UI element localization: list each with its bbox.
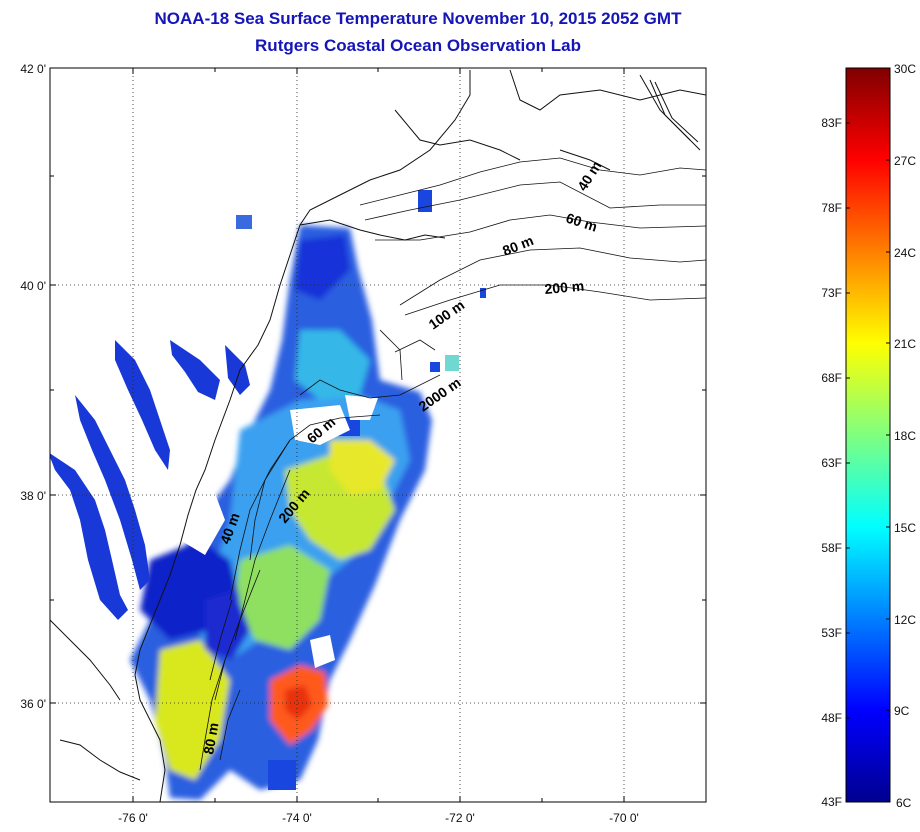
contour-label-80m: 80 m [500, 232, 536, 259]
colorbar-c-label-18: 18C [894, 429, 916, 443]
coastline [50, 69, 706, 802]
contour-label-80m-south: 80 m [200, 721, 221, 755]
lon-label-76: -76 0' [118, 811, 148, 825]
colorbar-f-label-58: 58F [821, 541, 842, 555]
colorbar-f-label-43: 43F [821, 795, 842, 809]
contour-label-60m-north: 60 m [564, 210, 599, 235]
colorbar-f-label-73: 73F [821, 286, 842, 300]
colorbar-gradient [845, 67, 891, 803]
lon-label-72: -72 0' [445, 811, 475, 825]
map-title: NOAA-18 Sea Surface Temperature November… [154, 9, 682, 28]
colorbar-f-label-48: 48F [821, 711, 842, 725]
colorbar-f-label-63: 63F [821, 456, 842, 470]
lon-label-70: -70 0' [609, 811, 639, 825]
colorbar-c-label-9: 9C [894, 704, 910, 718]
lat-label-40: 40 0' [20, 279, 46, 293]
axis-ticks [50, 67, 706, 802]
map-subtitle: Rutgers Coastal Ocean Observation Lab [255, 36, 581, 55]
map-area: 40 m 60 m 80 m 200 m 100 m 2000 m 60 m 2… [50, 68, 706, 802]
isobaths [199, 157, 706, 771]
colorbar-c-label-27: 27C [894, 154, 916, 168]
colorbar-c-label-6: 6C [896, 796, 912, 810]
colorbar-c-label-30: 30C [894, 62, 916, 76]
lat-label-42: 42 0' [20, 62, 46, 76]
colorbar-c-label-24: 24C [894, 246, 916, 260]
colorbar-f-label-83: 83F [821, 116, 842, 130]
colorbar: 83F 78F 73F 68F 63F 58F 53F 48F 43F 30C … [821, 62, 916, 810]
colorbar-c-label-21: 21C [894, 337, 916, 351]
contour-label-2000m: 2000 m [416, 374, 464, 414]
graticule [50, 68, 706, 802]
sst-field [50, 190, 486, 800]
colorbar-f-label-78: 78F [821, 201, 842, 215]
colorbar-f-label-68: 68F [821, 371, 842, 385]
lat-label-38: 38 0' [20, 489, 46, 503]
contour-label-200m-north: 200 m [544, 278, 585, 297]
colorbar-c-label-15: 15C [894, 521, 916, 535]
contour-label-100m: 100 m [426, 297, 468, 333]
lon-label-74: -74 0' [282, 811, 312, 825]
colorbar-c-label-12: 12C [894, 613, 916, 627]
lat-label-36: 36 0' [20, 697, 46, 711]
colorbar-f-label-53: 53F [821, 626, 842, 640]
